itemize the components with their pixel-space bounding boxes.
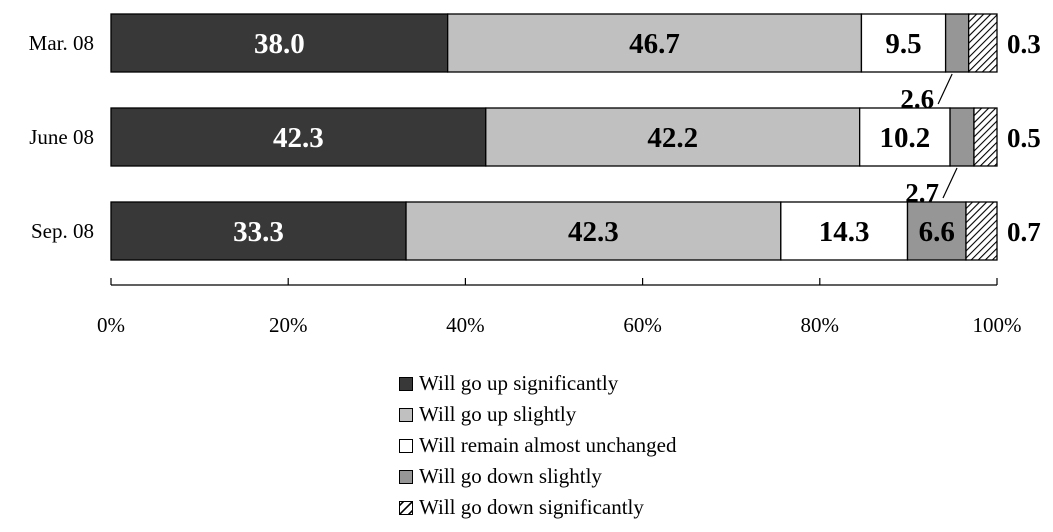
data-label: 0.3 xyxy=(1007,29,1041,59)
x-tick-label: 20% xyxy=(269,313,308,337)
bar-segment xyxy=(973,107,998,167)
legend-label: Will remain almost unchanged xyxy=(419,433,677,457)
bar-segment xyxy=(859,107,951,167)
data-label: 46.7 xyxy=(629,28,680,60)
category-label: Sep. 08 xyxy=(31,219,94,243)
x-tick-label: 80% xyxy=(801,313,840,337)
data-label: 0.5 xyxy=(1007,123,1041,153)
bar-segment xyxy=(110,201,407,261)
data-label: 42.3 xyxy=(568,216,619,248)
x-tick-label: 100% xyxy=(973,313,1022,337)
legend-label: Will go up significantly xyxy=(419,371,619,395)
category-label: Mar. 08 xyxy=(29,31,94,55)
x-axis: 0% 20% 40% 60% 80% 100% xyxy=(97,278,1022,337)
legend-item: Will remain almost unchanged xyxy=(399,430,677,461)
x-tick-label: 60% xyxy=(623,313,662,337)
bar-segment xyxy=(949,107,975,167)
legend: Will go up significantly Will go up sligh… xyxy=(399,368,677,523)
bar-segment xyxy=(944,13,970,73)
category-label: June 08 xyxy=(29,125,94,149)
bar-segment xyxy=(110,13,449,73)
x-tick-label: 0% xyxy=(97,313,125,337)
legend-swatch xyxy=(399,376,413,391)
data-label: 14.3 xyxy=(819,216,870,248)
legend-label: Will go down slightly xyxy=(419,464,602,488)
data-label: 9.5 xyxy=(885,28,921,60)
legend-item: Will go down significantly xyxy=(399,492,677,523)
leader-line xyxy=(937,73,953,105)
bar-segment xyxy=(965,201,998,261)
bar-segment xyxy=(967,13,998,73)
data-label: 42.3 xyxy=(273,122,324,154)
data-label: 38.0 xyxy=(254,28,305,60)
data-label: 10.2 xyxy=(879,122,930,154)
data-label: 6.6 xyxy=(919,216,955,248)
legend-item: Will go up slightly xyxy=(399,399,677,430)
data-label: 0.7 xyxy=(1007,217,1041,247)
legend-label: Will go down significantly xyxy=(419,495,644,519)
bar-segment xyxy=(860,13,947,73)
legend-label: Will go up slightly xyxy=(419,402,577,426)
legend-swatch xyxy=(399,469,413,484)
data-label: 33.3 xyxy=(233,216,284,248)
bar-segment xyxy=(780,201,909,261)
legend-item: Will go up significantly xyxy=(399,368,677,399)
data-label: 42.2 xyxy=(647,122,698,154)
bar-segment xyxy=(485,107,861,167)
legend-swatch xyxy=(399,407,413,422)
bar-segment xyxy=(405,201,782,261)
bar-segment xyxy=(906,201,967,261)
legend-swatch xyxy=(399,500,413,515)
legend-item: Will go down slightly xyxy=(399,461,677,492)
x-tick-label: 40% xyxy=(446,313,485,337)
legend-swatch xyxy=(399,438,413,453)
leader-line xyxy=(942,167,958,199)
